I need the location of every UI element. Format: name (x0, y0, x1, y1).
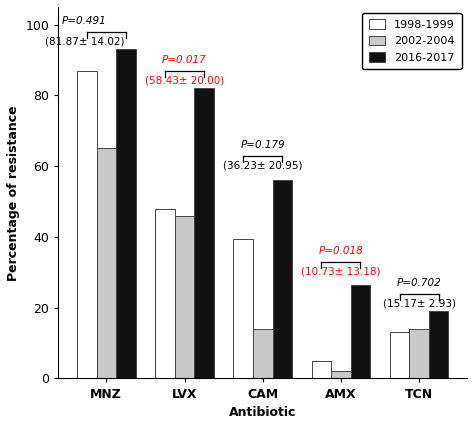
Text: P=0.702: P=0.702 (397, 278, 441, 288)
X-axis label: Antibiotic: Antibiotic (229, 406, 296, 419)
Bar (429, 311, 448, 378)
Bar (97, 149, 116, 378)
Bar (273, 180, 292, 378)
Bar (175, 216, 194, 378)
Bar (331, 371, 351, 378)
Bar (194, 88, 214, 378)
Bar (253, 329, 273, 378)
Text: (10.73± 13.18): (10.73± 13.18) (301, 267, 381, 277)
Bar (311, 361, 331, 378)
Legend: 1998-1999, 2002-2004, 2016-2017: 1998-1999, 2002-2004, 2016-2017 (362, 12, 462, 69)
Bar (410, 329, 429, 378)
Bar (77, 71, 97, 378)
Text: (81.87± 14.02): (81.87± 14.02) (45, 37, 124, 47)
Bar (390, 332, 410, 378)
Text: P=0.179: P=0.179 (240, 140, 285, 150)
Bar (233, 239, 253, 378)
Y-axis label: Percentage of resistance: Percentage of resistance (7, 105, 20, 280)
Text: (36.23± 20.95): (36.23± 20.95) (223, 161, 302, 171)
Text: P=0.018: P=0.018 (319, 246, 363, 256)
Bar (155, 209, 175, 378)
Bar (116, 49, 136, 378)
Bar (351, 285, 370, 378)
Text: P=0.491: P=0.491 (62, 17, 107, 26)
Text: (15.17± 2.93): (15.17± 2.93) (383, 299, 456, 309)
Text: P=0.017: P=0.017 (162, 55, 207, 65)
Text: (58.43± 20.00): (58.43± 20.00) (145, 76, 224, 86)
